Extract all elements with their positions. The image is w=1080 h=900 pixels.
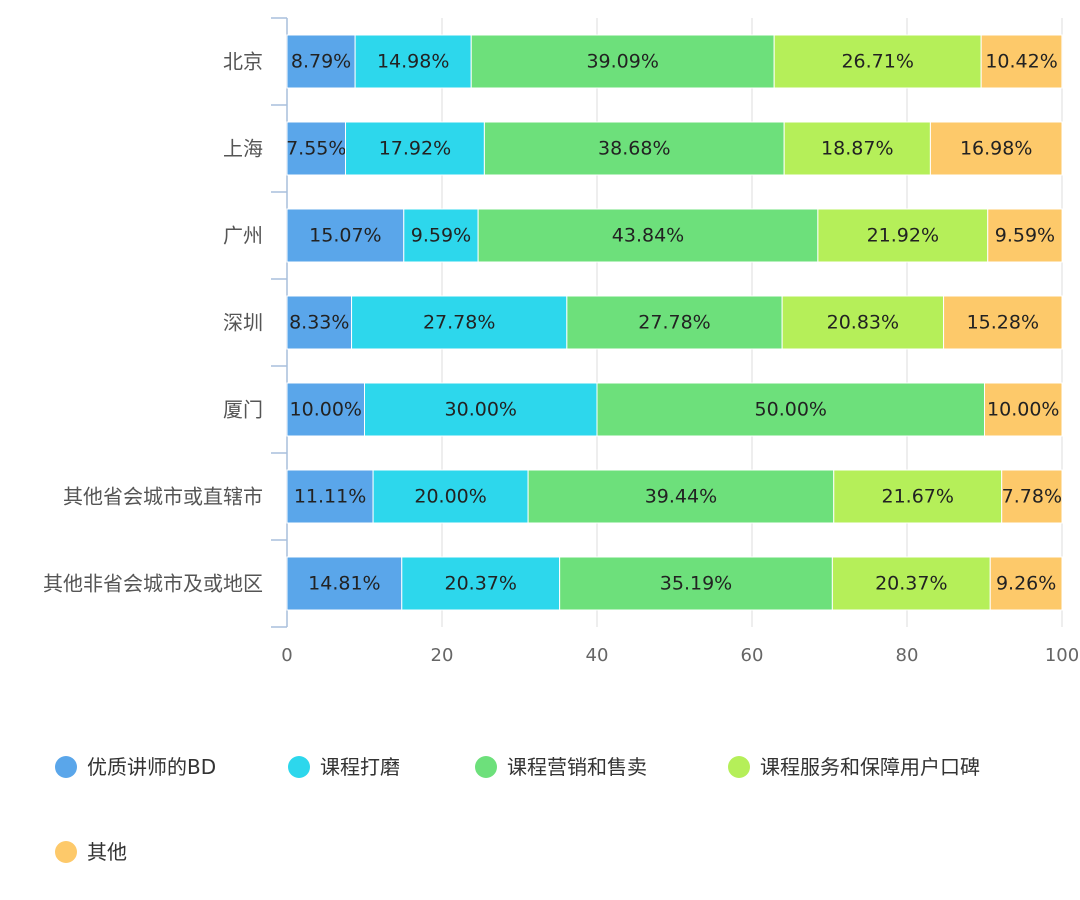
x-tick-label: 100 xyxy=(1045,645,1079,666)
bar-segment xyxy=(364,382,598,437)
bar-segment xyxy=(781,295,945,350)
bar-value-label: 26.71% xyxy=(841,51,913,73)
bar-segment xyxy=(527,469,835,524)
bar-segment xyxy=(477,208,819,263)
bar-value-label: 10.42% xyxy=(985,51,1057,73)
bar-segment xyxy=(286,295,353,350)
bar-value-label: 10.00% xyxy=(290,399,362,421)
bar-value-label: 16.98% xyxy=(960,138,1032,160)
bar-segment xyxy=(817,208,989,263)
x-tick-label: 0 xyxy=(281,645,292,666)
bar-segment xyxy=(984,382,1063,437)
legend-label: 课程服务和保障用户口碑 xyxy=(760,755,980,779)
bar-segment xyxy=(351,295,568,350)
legend-label: 课程打磨 xyxy=(320,755,400,779)
category-label: 其他非省会城市及或地区 xyxy=(43,572,263,596)
category-label: 北京 xyxy=(223,50,263,74)
bar-value-label: 20.37% xyxy=(875,573,947,595)
bar-value-label: 9.59% xyxy=(995,225,1055,247)
legend-label: 课程营销和售卖 xyxy=(507,755,647,779)
bar-value-label: 10.00% xyxy=(987,399,1059,421)
bar-value-label: 20.83% xyxy=(827,312,899,334)
legend-marker xyxy=(55,756,77,778)
bar-value-label: 39.44% xyxy=(645,486,717,508)
bar-value-label: 11.11% xyxy=(294,486,366,508)
bar-segment xyxy=(989,556,1063,611)
x-tick-label: 20 xyxy=(431,645,454,666)
legend-marker xyxy=(55,841,77,863)
bar-segment xyxy=(483,121,785,176)
category-label: 深圳 xyxy=(223,311,263,335)
bar-segment xyxy=(783,121,931,176)
bar-segment xyxy=(559,556,833,611)
x-tick-label: 80 xyxy=(896,645,919,666)
bar-value-label: 14.81% xyxy=(308,573,380,595)
bar-segment xyxy=(345,121,485,176)
category-label: 上海 xyxy=(223,137,263,161)
bar-segment xyxy=(987,208,1063,263)
bar-segment xyxy=(286,556,403,611)
bar-segment xyxy=(596,382,985,437)
bar-value-label: 8.33% xyxy=(289,312,349,334)
bar-segment xyxy=(566,295,783,350)
bar-segment xyxy=(833,469,1003,524)
bar-segment xyxy=(403,208,479,263)
x-tick-label: 60 xyxy=(741,645,764,666)
bar-segment xyxy=(470,34,775,89)
bar-segment xyxy=(980,34,1063,89)
bar-segment xyxy=(286,469,374,524)
legend-label: 优质讲师的BD xyxy=(87,755,216,779)
bar-value-label: 20.37% xyxy=(444,573,516,595)
bar-segment xyxy=(1001,469,1063,524)
bar-segment xyxy=(286,382,365,437)
category-label: 厦门 xyxy=(223,398,263,422)
bar-segment xyxy=(929,121,1063,176)
bar-value-label: 38.68% xyxy=(598,138,670,160)
bar-value-label: 50.00% xyxy=(755,399,827,421)
bar-value-label: 27.78% xyxy=(638,312,710,334)
bar-value-label: 17.92% xyxy=(379,138,451,160)
legend-marker xyxy=(288,756,310,778)
bar-value-label: 8.79% xyxy=(291,51,351,73)
bar-value-label: 9.59% xyxy=(411,225,471,247)
bar-value-label: 39.09% xyxy=(586,51,658,73)
bar-segment xyxy=(372,469,529,524)
category-label: 广州 xyxy=(223,224,263,248)
bar-segment xyxy=(401,556,561,611)
bar-value-label: 9.26% xyxy=(996,573,1056,595)
bar-value-label: 7.55% xyxy=(286,138,346,160)
bar-value-label: 30.00% xyxy=(445,399,517,421)
bar-value-label: 15.07% xyxy=(309,225,381,247)
bar-value-label: 7.78% xyxy=(1002,486,1062,508)
bar-segment xyxy=(286,121,347,176)
bar-value-label: 20.00% xyxy=(414,486,486,508)
x-tick-label: 40 xyxy=(586,645,609,666)
bar-value-label: 27.78% xyxy=(423,312,495,334)
bar-value-label: 21.67% xyxy=(882,486,954,508)
bar-value-label: 18.87% xyxy=(821,138,893,160)
category-label: 其他省会城市或直辖市 xyxy=(63,485,263,509)
bar-segment xyxy=(286,208,405,263)
bar-value-label: 21.92% xyxy=(867,225,939,247)
bar-segment xyxy=(831,556,991,611)
legend-marker xyxy=(728,756,750,778)
bar-value-label: 43.84% xyxy=(612,225,684,247)
legend-label: 其他 xyxy=(87,840,127,864)
bar-segment xyxy=(943,295,1063,350)
bar-value-label: 35.19% xyxy=(660,573,732,595)
bar-value-label: 15.28% xyxy=(967,312,1039,334)
legend-marker xyxy=(475,756,497,778)
bar-value-label: 14.98% xyxy=(377,51,449,73)
